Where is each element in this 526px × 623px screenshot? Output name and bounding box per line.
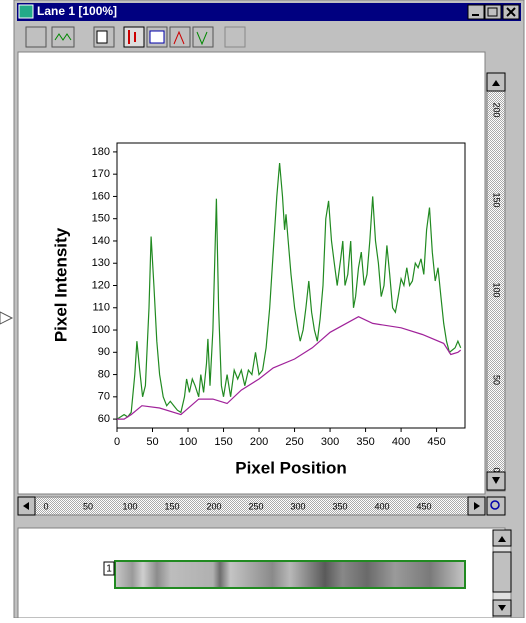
ruler-label: 300 bbox=[290, 501, 305, 511]
ruler-label: 200 bbox=[206, 501, 221, 511]
x-tick-label: 350 bbox=[356, 436, 374, 448]
ruler-label: 100 bbox=[492, 282, 502, 297]
tool-icon bbox=[97, 31, 107, 43]
ruler-label: 350 bbox=[332, 501, 347, 511]
y-tick-label: 100 bbox=[92, 324, 110, 336]
zoom-button[interactable] bbox=[487, 497, 505, 515]
x-tick-label: 250 bbox=[285, 436, 303, 448]
tool-button[interactable] bbox=[52, 27, 74, 47]
y-tick-label: 60 bbox=[98, 413, 110, 425]
x-tick-label: 150 bbox=[214, 436, 232, 448]
maximize-button[interactable] bbox=[485, 5, 501, 19]
lane-strip bbox=[115, 561, 465, 588]
ruler-label: 0 bbox=[492, 467, 502, 472]
y-tick-label: 90 bbox=[98, 346, 110, 358]
lane-scroll-thumb[interactable] bbox=[493, 552, 511, 592]
ruler-label: 50 bbox=[492, 375, 502, 385]
lane-label: 1 bbox=[106, 564, 112, 575]
pointer-arrow bbox=[0, 312, 12, 324]
page: Lane 1 [100%] 1 bbox=[0, 0, 526, 618]
y-tick-label: 140 bbox=[92, 235, 110, 247]
y-tick-label: 120 bbox=[92, 279, 110, 291]
x-tick-label: 450 bbox=[427, 436, 445, 448]
x-tick-label: 100 bbox=[179, 436, 197, 448]
x-tick-label: 0 bbox=[114, 436, 120, 448]
y-tick-label: 130 bbox=[92, 257, 110, 269]
y-tick-label: 180 bbox=[92, 146, 110, 158]
ruler-label: 250 bbox=[248, 501, 263, 511]
ruler-label: 100 bbox=[122, 501, 137, 511]
x-tick-label: 300 bbox=[321, 436, 339, 448]
toolbar bbox=[26, 27, 245, 47]
tool-button[interactable] bbox=[26, 27, 46, 47]
y-tick-label: 160 bbox=[92, 190, 110, 202]
x-tick-label: 400 bbox=[392, 436, 410, 448]
ruler-label: 150 bbox=[164, 501, 179, 511]
minimize-button[interactable] bbox=[468, 5, 484, 19]
ruler-label: 450 bbox=[416, 501, 431, 511]
ruler-label: 50 bbox=[83, 501, 93, 511]
y-tick-label: 110 bbox=[92, 302, 110, 314]
x-tick-label: 50 bbox=[146, 436, 158, 448]
ruler-label: 150 bbox=[492, 192, 502, 207]
screen: Lane 1 [100%] 1 bbox=[0, 0, 526, 618]
tool-button[interactable] bbox=[170, 27, 190, 47]
y-tick-label: 80 bbox=[98, 368, 110, 380]
tool-button[interactable] bbox=[193, 27, 213, 47]
window-title: Lane 1 [100%] bbox=[37, 4, 117, 18]
window-buttons bbox=[468, 5, 519, 19]
tool-icon bbox=[150, 31, 164, 43]
x-tick-label: 200 bbox=[250, 436, 268, 448]
y-tick-label: 170 bbox=[92, 168, 110, 180]
x-axis-label: Pixel Position bbox=[235, 458, 346, 477]
tool-button[interactable] bbox=[225, 27, 245, 47]
y-tick-label: 150 bbox=[92, 213, 110, 225]
ruler-label: 400 bbox=[374, 501, 389, 511]
y-axis-label: Pixel Intensity bbox=[51, 227, 70, 342]
ruler-label: 0 bbox=[43, 501, 48, 511]
minimize-icon bbox=[472, 14, 479, 16]
ruler-label: 200 bbox=[492, 102, 502, 117]
y-tick-label: 70 bbox=[98, 391, 110, 403]
window-icon bbox=[19, 5, 33, 18]
